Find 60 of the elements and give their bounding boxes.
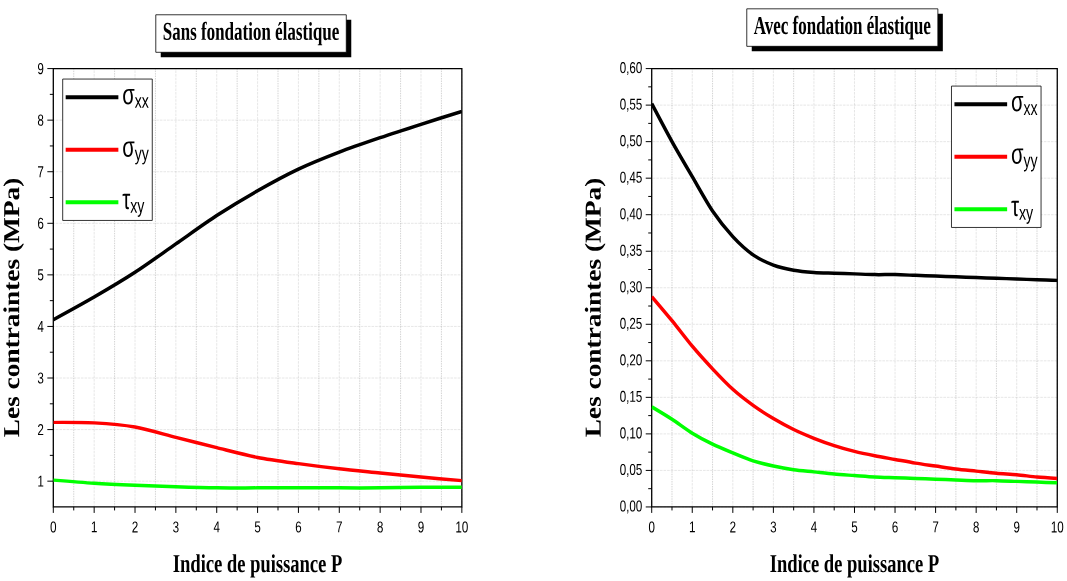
line-series xyxy=(651,294,1058,481)
x-tick-label: 8 xyxy=(973,521,979,533)
x-tick-label: 0 xyxy=(648,521,655,533)
y-axis-title: Les contraintes (MPa) xyxy=(3,178,24,437)
y-tick-label: 0,15 xyxy=(620,390,642,404)
y-tick-label: 1 xyxy=(38,475,44,487)
legend-label: τ$_{xy}$ xyxy=(1011,200,1034,224)
x-tick-label: 1 xyxy=(689,521,695,533)
x-tick-label: 1 xyxy=(91,521,97,533)
y-tick-label: 0,55 xyxy=(620,98,642,112)
x-tick-label: 2 xyxy=(132,521,138,533)
y-tick-label: 0,50 xyxy=(620,135,642,149)
x-tick-label: 5 xyxy=(851,521,858,533)
y-tick-label: 5 xyxy=(37,269,44,281)
line-series xyxy=(53,420,462,483)
x-tick-label: 2 xyxy=(730,521,736,533)
x-tick-label: 4 xyxy=(810,521,817,533)
y-tick-label: 0,35 xyxy=(620,244,642,258)
y-tick-label: 0,00 xyxy=(620,500,642,514)
legend-label: σ$_{yy}$ xyxy=(123,141,149,165)
chart-title: Sans fondation élastique xyxy=(163,21,339,46)
y-tick-label: 8 xyxy=(37,114,44,126)
line-series xyxy=(53,478,462,490)
y-tick-label: 7 xyxy=(38,166,44,178)
x-tick-label: 3 xyxy=(173,521,179,533)
x-axis-title: Indice de puissance P xyxy=(770,554,939,578)
x-tick-label: 3 xyxy=(770,521,777,533)
line-series xyxy=(651,405,1058,485)
x-tick-label: 6 xyxy=(892,521,898,533)
y-tick-label: 0,45 xyxy=(620,171,642,185)
x-tick-label: 9 xyxy=(418,521,424,533)
x-tick-label: 4 xyxy=(213,521,220,533)
y-tick-label: 0,60 xyxy=(620,62,642,76)
y-tick-label: 0,05 xyxy=(620,463,642,478)
y-tick-label: 3 xyxy=(37,372,44,384)
x-tick-label: 0 xyxy=(50,521,57,533)
y-tick-label: 2 xyxy=(37,424,44,436)
x-tick-label: 7 xyxy=(336,521,342,533)
y-tick-label: 0,25 xyxy=(620,317,642,331)
y-tick-label: 9 xyxy=(37,63,44,75)
x-tick-label: 8 xyxy=(377,521,383,533)
legend-label: σ$_{yy}$ xyxy=(1011,148,1038,172)
y-tick-label: 0,30 xyxy=(620,281,642,295)
x-tick-label: 9 xyxy=(1014,521,1020,533)
y-tick-label: 6 xyxy=(38,217,44,229)
x-tick-label: 10 xyxy=(456,521,468,533)
legend-label: σ$_{xx}$ xyxy=(123,89,149,108)
y-axis-title: Les contraintes (MPa) xyxy=(584,178,606,437)
y-tick-label: 0,10 xyxy=(620,427,642,441)
chart-title: Avec fondation élastique xyxy=(753,15,931,40)
y-tick-label: 0,40 xyxy=(620,208,642,222)
legend-label: σ$_{xx}$ xyxy=(1011,96,1038,115)
y-tick-label: 0,20 xyxy=(620,354,642,368)
x-axis-title: Indice de puissance P xyxy=(173,554,342,578)
x-tick-label: 6 xyxy=(295,521,302,533)
x-tick-label: 5 xyxy=(254,521,261,533)
legend-label: τ$_{xy}$ xyxy=(122,193,145,217)
y-tick-label: 4 xyxy=(37,321,44,332)
x-tick-label: 10 xyxy=(1051,521,1064,533)
x-tick-label: 7 xyxy=(932,521,939,533)
